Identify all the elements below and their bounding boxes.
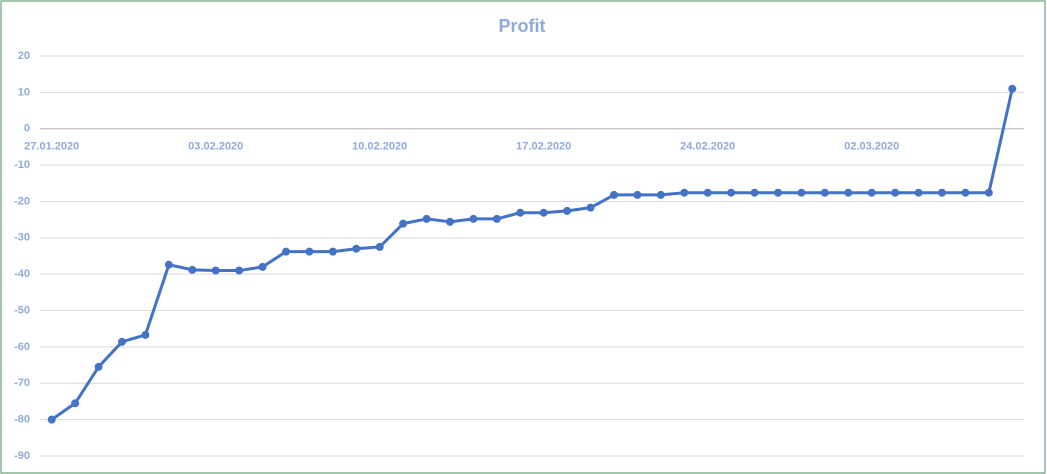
data-point (422, 214, 431, 223)
data-point (164, 260, 173, 269)
data-point (703, 188, 712, 197)
data-point (492, 214, 501, 223)
data-point (586, 203, 595, 212)
y-tick-label: -50 (14, 304, 30, 316)
data-point (961, 188, 970, 197)
y-tick-label: -40 (14, 268, 30, 280)
data-point (844, 188, 853, 197)
data-point (399, 219, 408, 228)
data-point (891, 188, 900, 197)
y-tick-label: -90 (14, 450, 30, 462)
data-point (516, 208, 525, 217)
data-point (235, 266, 244, 275)
data-point (984, 188, 993, 197)
data-point (375, 242, 384, 251)
data-point (211, 266, 220, 275)
x-tick-label: 03.02.2020 (188, 141, 243, 153)
data-point (118, 337, 126, 346)
data-point (914, 188, 923, 197)
x-tick-label: 02.03.2020 (844, 141, 899, 153)
data-point (282, 247, 290, 256)
data-point (680, 188, 689, 197)
data-point (820, 188, 829, 197)
data-point (71, 399, 80, 408)
y-tick-label: -80 (14, 414, 30, 426)
series-line (50, 88, 1014, 421)
data-point (305, 247, 314, 256)
data-point (141, 330, 150, 339)
x-tick-label: 24.02.2020 (680, 141, 735, 153)
data-point (94, 362, 103, 371)
data-point (47, 415, 56, 424)
data-point (258, 262, 267, 271)
data-point (446, 217, 454, 226)
data-point (727, 188, 736, 197)
chart-title: Profit (499, 16, 546, 36)
data-point (1008, 84, 1017, 93)
data-point (539, 208, 548, 217)
data-point (938, 188, 946, 197)
data-point (867, 188, 876, 197)
data-point (563, 206, 572, 215)
data-point (797, 188, 806, 197)
y-tick-label: 0 (24, 123, 30, 135)
data-point (188, 265, 197, 274)
y-tick-label: 10 (18, 86, 30, 98)
y-tick-label: -60 (14, 341, 30, 353)
y-tick-label: 20 (18, 50, 30, 62)
x-tick-label: 17.02.2020 (516, 141, 571, 153)
data-point (469, 214, 478, 223)
data-point (610, 190, 618, 199)
x-tick-label: 10.02.2020 (352, 141, 407, 153)
data-point (328, 247, 337, 256)
y-tick-label: -30 (14, 232, 30, 244)
x-tick-label: 27.01.2020 (24, 141, 79, 153)
data-point (633, 190, 642, 199)
data-point (750, 188, 759, 197)
data-point (352, 244, 361, 253)
y-tick-label: -20 (14, 195, 30, 207)
y-tick-label: -10 (14, 159, 30, 171)
data-point (656, 190, 665, 199)
data-point (774, 188, 782, 197)
y-tick-label: -70 (14, 377, 30, 389)
